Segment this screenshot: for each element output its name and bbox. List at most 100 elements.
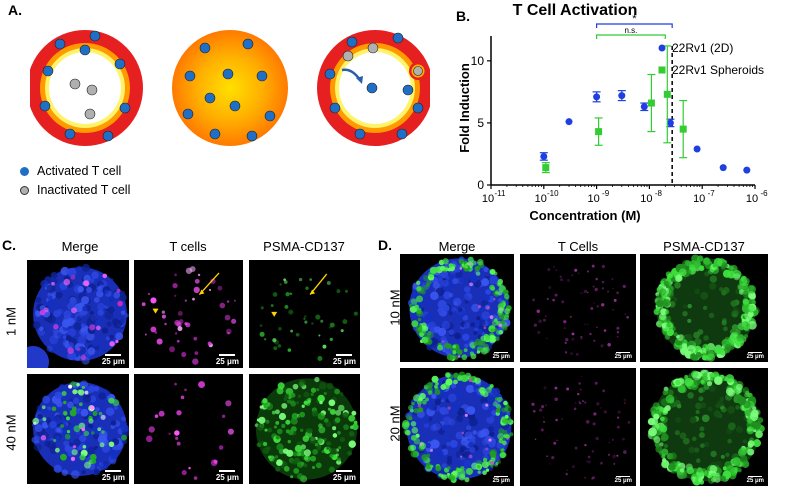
psma-signal xyxy=(304,455,311,462)
t-cell-signal xyxy=(184,388,187,392)
t-cell-signal xyxy=(72,445,77,449)
psma-signal xyxy=(316,437,323,444)
nucleus xyxy=(455,431,464,440)
membrane-signal xyxy=(657,323,662,328)
psma-signal xyxy=(272,458,278,463)
t-cell-signal xyxy=(175,436,179,440)
t-cell-signal xyxy=(80,354,86,361)
t-cell-signal xyxy=(213,459,218,464)
t-cell-signal xyxy=(591,450,594,453)
t-cell-signal xyxy=(542,420,546,424)
nucleus xyxy=(119,294,127,302)
psma-signal xyxy=(267,427,273,433)
t-cell-signal xyxy=(169,346,176,353)
t-cell-signal xyxy=(148,426,155,433)
membrane-signal xyxy=(665,394,675,404)
t-cell-signal xyxy=(158,410,165,417)
psma-signal xyxy=(300,428,304,432)
t-cell-signal xyxy=(150,297,157,304)
membrane-signal xyxy=(456,349,463,356)
nucleus xyxy=(105,407,115,416)
t-cell-signal xyxy=(585,420,590,424)
nucleus xyxy=(47,315,56,324)
membrane-signal xyxy=(676,274,683,280)
membrane-signal xyxy=(662,457,667,463)
psma-signal xyxy=(323,391,327,396)
nucleus xyxy=(453,301,458,306)
membrane-signal xyxy=(474,338,482,346)
t-cell-signal xyxy=(181,469,187,476)
psma-signal xyxy=(42,417,47,422)
psma-signal xyxy=(281,402,288,409)
t-cell-signal xyxy=(542,318,546,322)
psma-signal xyxy=(312,449,318,455)
nucleus xyxy=(34,435,40,442)
membrane-signal xyxy=(653,436,661,444)
membrane-signal xyxy=(489,268,496,275)
membrane-signal xyxy=(706,380,713,387)
t-cell-signal xyxy=(219,302,226,309)
nucleus xyxy=(448,292,454,298)
nucleus xyxy=(120,310,126,315)
nucleus xyxy=(46,284,56,294)
nucleus xyxy=(425,442,431,449)
d-merge-10nm: 25 μm xyxy=(400,254,514,362)
nucleus xyxy=(473,330,478,336)
membrane-signal xyxy=(444,371,451,378)
t-cell-signal xyxy=(150,326,157,333)
psma-signal xyxy=(347,450,353,456)
activated-t-cell xyxy=(256,70,268,82)
psma-signal xyxy=(315,314,321,320)
membrane-signal xyxy=(724,343,731,351)
psma-signal xyxy=(334,417,341,423)
nucleus xyxy=(63,440,70,447)
psma-signal xyxy=(259,331,265,337)
psma-signal xyxy=(337,404,345,412)
membrane-signal xyxy=(679,385,687,394)
membrane-signal xyxy=(495,408,501,413)
psma-signal xyxy=(694,338,702,346)
t-cell-signal xyxy=(486,306,490,310)
membrane-signal xyxy=(447,466,451,470)
psma-signal xyxy=(290,475,294,479)
nucleus xyxy=(104,310,114,320)
data-point-2d xyxy=(693,145,701,153)
membrane-signal xyxy=(659,442,664,447)
psma-signal xyxy=(703,335,709,341)
membrane-signal xyxy=(504,308,511,315)
membrane-signal xyxy=(474,265,481,272)
t-cell-signal xyxy=(589,332,592,336)
psma-signal xyxy=(727,406,736,414)
psma-signal xyxy=(716,412,722,418)
nucleus xyxy=(80,408,89,417)
nucleus xyxy=(104,390,111,397)
psma-signal xyxy=(283,280,288,284)
nucleus xyxy=(94,447,103,457)
arrow-pointer-head xyxy=(310,289,316,295)
membrane-signal xyxy=(733,273,741,281)
t-cell-signal xyxy=(537,330,541,334)
psma-signal xyxy=(309,278,312,281)
t-cell-signal xyxy=(563,327,566,330)
membrane-signal xyxy=(415,324,423,332)
psma-signal xyxy=(318,334,321,337)
psma-signal xyxy=(677,404,682,409)
t-cell-signal xyxy=(601,280,605,284)
activated-t-cell xyxy=(89,30,101,42)
membrane-signal xyxy=(496,330,501,335)
membrane-signal xyxy=(410,444,417,451)
nucleus xyxy=(441,279,449,287)
psma-signal xyxy=(708,312,715,319)
membrane-signal xyxy=(656,299,664,308)
psma-signal xyxy=(295,401,300,405)
psma-signal xyxy=(295,332,300,337)
psma-signal xyxy=(697,329,704,335)
t-cell-signal xyxy=(607,342,611,347)
nucleus xyxy=(53,464,62,473)
psma-signal xyxy=(79,454,86,461)
t-cell-signal xyxy=(601,303,605,307)
scale-bar: 25 μm xyxy=(615,475,632,484)
t-cell-signal xyxy=(221,414,226,418)
panel-a-schematic xyxy=(30,30,430,146)
t-cell-signal xyxy=(541,405,545,409)
